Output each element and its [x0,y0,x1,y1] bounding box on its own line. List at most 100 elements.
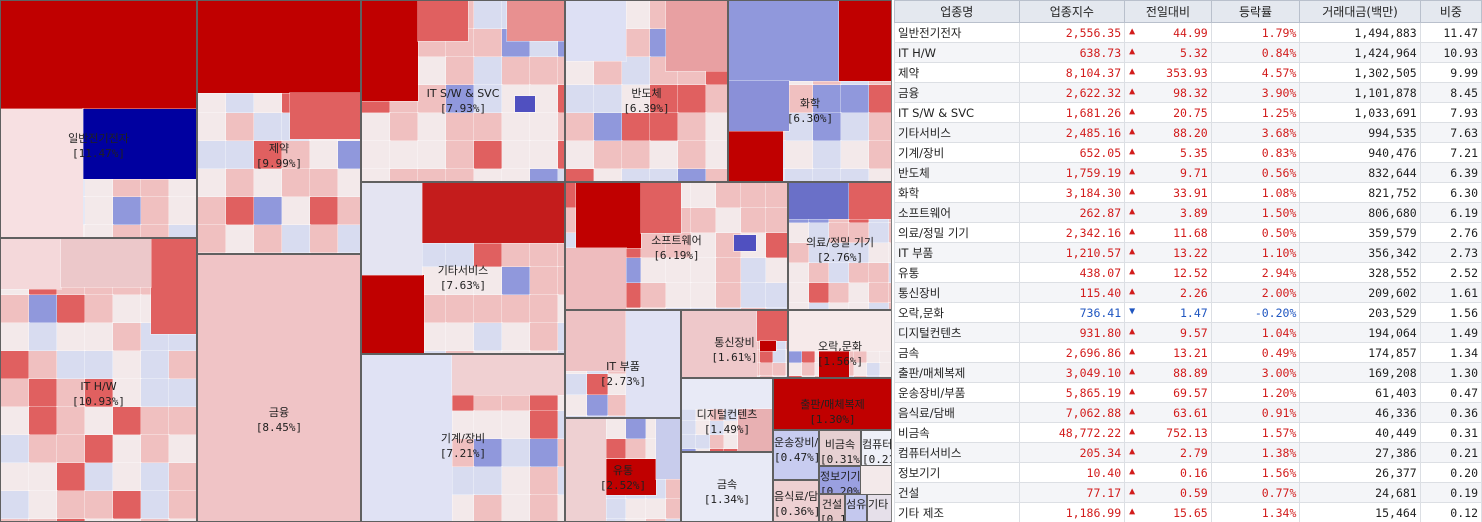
stock-tile[interactable] [607,415,630,417]
stock-tile[interactable] [705,140,727,170]
stock-tile[interactable] [253,168,283,198]
stock-tile[interactable] [84,322,114,352]
stock-tile[interactable] [682,434,697,450]
stock-tile[interactable] [28,518,58,521]
stock-tile[interactable] [605,518,627,521]
stock-tile[interactable] [593,112,623,142]
stock-tile[interactable] [168,434,196,464]
stock-tile[interactable] [789,302,810,309]
stock-tile[interactable] [621,112,651,142]
stock-tile[interactable] [682,379,772,410]
table-row[interactable]: 오락,문화 736.41 ▼ 1.47 -0.20% 203,529 1.56 [894,302,1482,323]
stock-tile[interactable] [140,224,170,237]
stock-tile[interactable] [362,1,419,102]
stock-tile[interactable] [665,257,692,284]
stock-tile[interactable] [645,518,667,521]
stock-tile[interactable] [774,379,891,429]
table-row[interactable]: 화학 3,184.30 ▲ 33.91 1.08% 821,752 6.30 [894,182,1482,203]
stock-tile[interactable] [529,140,559,170]
stock-tile[interactable] [828,242,850,264]
sector-name-cell[interactable]: 디지털컨텐츠 [894,322,1020,343]
stock-tile[interactable] [557,168,564,181]
stock-tile[interactable] [586,373,609,396]
table-row[interactable]: 음식료/담배 7,062.88 ▲ 63.61 0.91% 46,336 0.36 [894,402,1482,423]
stock-tile[interactable] [82,108,196,180]
stock-tile[interactable] [140,490,170,520]
stock-tile[interactable] [640,183,682,234]
stock-tile[interactable] [60,239,152,288]
stock-tile[interactable] [362,112,391,142]
stock-tile[interactable] [445,238,475,268]
stock-tile[interactable] [225,168,255,198]
stock-tile[interactable] [593,56,623,86]
stock-tile[interactable] [140,462,170,492]
stock-tile[interactable] [784,168,814,181]
treemap-sector[interactable]: 섬유/의류 [845,494,867,522]
stock-tile[interactable] [607,394,630,417]
stock-tile[interactable] [309,168,339,198]
stock-tile[interactable] [709,406,725,422]
treemap-sector[interactable]: 반도체 [6.39%] [565,0,728,182]
header-index[interactable]: 업종지수 [1018,0,1126,23]
stock-tile[interactable] [1,518,30,521]
stock-tile[interactable] [417,84,447,114]
stock-tile[interactable] [737,408,772,451]
stock-tile[interactable] [866,375,881,377]
stock-tile[interactable] [56,322,86,352]
stock-tile[interactable] [715,307,742,309]
stock-tile[interactable] [621,168,651,181]
table-row[interactable]: 기타서비스 2,485.16 ▲ 88.20 3.68% 994,535 7.63 [894,122,1482,143]
sector-name-cell[interactable]: 화학 [894,182,1020,203]
stock-tile[interactable] [417,140,447,170]
stock-tile[interactable] [417,1,469,42]
stock-tile[interactable] [709,448,725,451]
stock-tile[interactable] [677,112,707,142]
stock-tile[interactable] [168,378,196,408]
stock-tile[interactable] [140,378,170,408]
stock-tile[interactable] [621,28,651,58]
sector-name-cell[interactable]: IT 부품 [894,242,1020,263]
stock-tile[interactable] [198,168,227,198]
table-row[interactable]: 건설 77.17 ▲ 0.59 0.77% 24,681 0.19 [894,482,1482,503]
table-row[interactable]: 금속 2,696.86 ▲ 13.21 0.49% 174,857 1.34 [894,342,1482,363]
stock-tile[interactable] [28,294,58,324]
stock-tile[interactable] [445,322,475,352]
stock-tile[interactable] [784,112,814,142]
table-row[interactable]: 기계/장비 652.05 ▲ 5.35 0.83% 940,476 7.21 [894,142,1482,163]
stock-tile[interactable] [253,196,283,226]
stock-tile[interactable] [28,378,58,408]
stock-tile[interactable] [593,84,623,114]
sector-name-cell[interactable]: 금융 [894,82,1020,103]
header-rate[interactable]: 등락률 [1210,0,1301,23]
stock-tile[interactable] [198,255,360,521]
header-weight[interactable]: 비중 [1419,0,1482,23]
sector-name-cell[interactable]: 음식료/담배 [894,402,1020,423]
stock-tile[interactable] [389,112,419,142]
stock-tile[interactable] [198,112,227,142]
treemap-sector[interactable]: 의료/정밀 기기 [2.76%] [788,182,891,310]
stock-tile[interactable] [621,56,651,86]
stock-tile[interactable] [417,56,447,86]
stock-tile[interactable] [828,302,850,309]
stock-tile[interactable] [715,207,742,234]
stock-tile[interactable] [879,375,891,377]
sector-name-cell[interactable]: 컴퓨터서비스 [894,442,1020,463]
stock-tile[interactable] [848,242,870,264]
stock-tile[interactable] [868,84,891,114]
stock-tile[interactable] [1,490,30,520]
stock-tile[interactable] [557,350,564,353]
stock-tile[interactable] [28,406,58,436]
sector-name-cell[interactable]: 일반전기전자 [894,22,1020,43]
stock-tile[interactable] [501,140,531,170]
stock-tile[interactable] [281,196,311,226]
stock-tile[interactable] [56,378,86,408]
stock-tile[interactable] [168,406,196,436]
stock-tile[interactable] [808,222,830,244]
stock-tile[interactable] [140,518,170,521]
stock-tile[interactable] [529,112,559,142]
table-row[interactable]: 통신장비 115.40 ▲ 2.26 2.00% 209,602 1.61 [894,282,1482,303]
stock-tile[interactable] [557,382,564,412]
treemap-sector[interactable]: 금융 [8.45%] [197,254,361,522]
treemap-sector[interactable]: IT S/W & SVC [7.93%] [361,0,565,182]
stock-tile[interactable] [789,362,803,377]
